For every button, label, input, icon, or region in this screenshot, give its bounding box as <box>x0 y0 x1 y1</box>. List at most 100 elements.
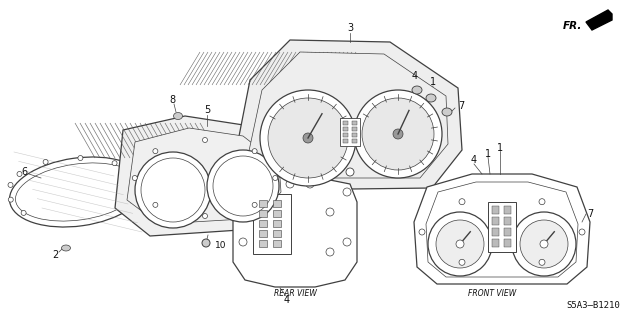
Circle shape <box>512 212 576 276</box>
Text: 9: 9 <box>292 162 298 172</box>
Bar <box>273 200 281 207</box>
Circle shape <box>268 98 348 178</box>
Text: REAR VIEW: REAR VIEW <box>273 290 316 299</box>
Polygon shape <box>414 174 590 284</box>
Circle shape <box>132 175 138 180</box>
Text: FR.: FR. <box>563 21 582 31</box>
Circle shape <box>252 202 257 207</box>
Circle shape <box>428 212 492 276</box>
Bar <box>259 220 267 227</box>
Circle shape <box>459 259 465 265</box>
Circle shape <box>141 158 205 222</box>
Bar <box>352 127 357 131</box>
Ellipse shape <box>442 108 452 116</box>
Bar <box>253 194 291 254</box>
Circle shape <box>202 138 207 142</box>
Text: 6: 6 <box>21 167 27 177</box>
Circle shape <box>326 208 334 216</box>
Bar <box>343 127 348 131</box>
Circle shape <box>112 161 117 166</box>
Circle shape <box>286 180 294 188</box>
Bar <box>259 200 267 207</box>
Bar <box>259 240 267 247</box>
Text: 1: 1 <box>497 143 503 153</box>
Bar <box>492 217 499 225</box>
Circle shape <box>346 168 354 176</box>
Text: 8: 8 <box>169 95 175 105</box>
Text: 1: 1 <box>430 77 436 87</box>
Polygon shape <box>115 116 295 236</box>
Circle shape <box>456 240 464 248</box>
Bar <box>492 228 499 236</box>
Text: 5: 5 <box>204 105 210 115</box>
Bar <box>343 121 348 125</box>
Circle shape <box>8 182 13 188</box>
Circle shape <box>78 156 83 161</box>
Text: 3: 3 <box>347 23 353 33</box>
Circle shape <box>207 150 279 222</box>
Bar <box>352 139 357 143</box>
Bar <box>259 230 267 237</box>
Polygon shape <box>233 177 357 287</box>
Circle shape <box>213 156 273 216</box>
Circle shape <box>343 188 351 196</box>
Bar <box>492 239 499 247</box>
Circle shape <box>306 180 314 188</box>
Text: 10: 10 <box>215 241 227 250</box>
Text: 7: 7 <box>236 169 242 179</box>
Circle shape <box>21 211 26 215</box>
Circle shape <box>436 220 484 268</box>
Polygon shape <box>232 40 462 190</box>
Text: 4: 4 <box>284 295 290 305</box>
Ellipse shape <box>173 113 182 119</box>
Text: 1: 1 <box>272 162 278 172</box>
Circle shape <box>539 199 545 205</box>
Ellipse shape <box>412 86 422 94</box>
Circle shape <box>459 199 465 205</box>
Bar <box>492 206 499 214</box>
Bar <box>504 206 511 214</box>
Circle shape <box>303 133 313 143</box>
Ellipse shape <box>426 94 436 102</box>
Bar <box>273 240 281 247</box>
Text: 2: 2 <box>52 250 58 260</box>
Circle shape <box>239 238 247 246</box>
Circle shape <box>273 175 278 180</box>
Circle shape <box>252 148 257 154</box>
Circle shape <box>326 248 334 256</box>
Text: S5A3–B1210: S5A3–B1210 <box>566 301 620 310</box>
Bar <box>259 210 267 217</box>
Polygon shape <box>246 52 448 178</box>
Circle shape <box>540 240 548 248</box>
Bar <box>273 230 281 237</box>
Polygon shape <box>127 128 281 224</box>
Bar <box>352 133 357 137</box>
Circle shape <box>260 90 356 186</box>
Circle shape <box>520 220 568 268</box>
Circle shape <box>17 172 22 177</box>
Circle shape <box>539 259 545 265</box>
Text: 7: 7 <box>587 209 593 219</box>
Circle shape <box>153 202 158 207</box>
Bar <box>273 220 281 227</box>
Circle shape <box>153 148 158 154</box>
Bar <box>488 202 516 252</box>
Bar <box>343 133 348 137</box>
Text: 4: 4 <box>412 71 418 81</box>
Bar <box>504 228 511 236</box>
Circle shape <box>202 213 207 219</box>
Text: 4: 4 <box>471 155 477 165</box>
Bar <box>343 139 348 143</box>
Polygon shape <box>426 182 578 277</box>
Circle shape <box>393 129 403 139</box>
Circle shape <box>202 239 210 247</box>
Circle shape <box>354 90 442 178</box>
Circle shape <box>135 152 211 228</box>
Bar <box>352 121 357 125</box>
Circle shape <box>419 229 425 235</box>
Circle shape <box>579 229 585 235</box>
Bar <box>504 239 511 247</box>
Circle shape <box>362 98 434 170</box>
Circle shape <box>239 188 247 196</box>
Bar <box>273 210 281 217</box>
